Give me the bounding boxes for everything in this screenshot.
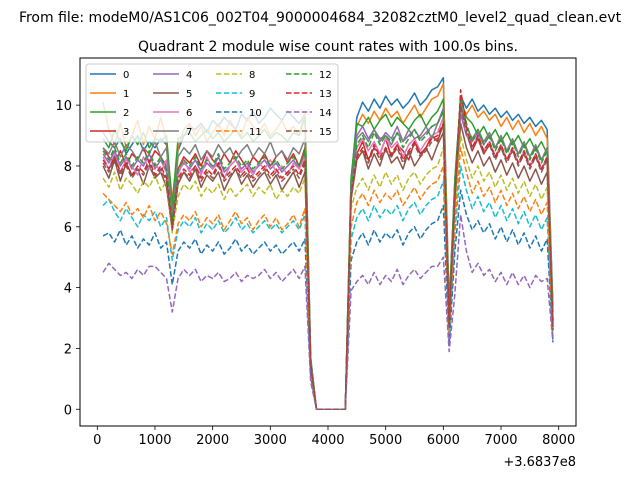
legend-label-8: 8 bbox=[249, 70, 255, 81]
series-line-15 bbox=[102, 104, 554, 411]
x-tick-label: 4000 bbox=[311, 433, 344, 448]
legend-label-11: 11 bbox=[249, 127, 262, 138]
series-line-14 bbox=[102, 213, 554, 411]
legend-box bbox=[85, 63, 339, 143]
legend-label-5: 5 bbox=[186, 89, 192, 100]
x-tick-label: 5000 bbox=[369, 433, 402, 448]
legend-label-7: 7 bbox=[186, 127, 192, 138]
x-offset-label: +3.6837e8 bbox=[503, 455, 576, 470]
x-tick-label: 8000 bbox=[542, 433, 575, 448]
x-tick-label: 0 bbox=[93, 433, 101, 448]
series-line-12 bbox=[102, 95, 554, 411]
legend-label-10: 10 bbox=[249, 108, 262, 119]
y-axis: 0 2 4 6 8 10 bbox=[55, 99, 80, 418]
legend-label-2: 2 bbox=[123, 108, 129, 119]
legend-label-1: 1 bbox=[123, 89, 129, 100]
x-tick-label: 7000 bbox=[484, 433, 517, 448]
chart-title: Quadrant 2 module wise count rates with … bbox=[138, 39, 518, 55]
x-axis: 0 1000 2000 3000 4000 5000 6000 7000 8000 bbox=[93, 426, 575, 448]
legend-label-13: 13 bbox=[319, 89, 332, 100]
legend-label-3: 3 bbox=[123, 127, 129, 138]
y-tick-label: 10 bbox=[55, 99, 72, 114]
x-tick-label: 1000 bbox=[138, 433, 171, 448]
y-tick-label: 0 bbox=[64, 403, 72, 418]
legend-label-15: 15 bbox=[319, 127, 332, 138]
x-tick-label: 6000 bbox=[427, 433, 460, 448]
series-line-11 bbox=[102, 146, 554, 411]
x-tick-label: 3000 bbox=[254, 433, 287, 448]
y-tick-label: 6 bbox=[64, 221, 72, 236]
y-tick-label: 4 bbox=[64, 282, 72, 297]
legend-label-9: 9 bbox=[249, 89, 255, 100]
legend-label-14: 14 bbox=[319, 108, 332, 119]
x-tick-label: 2000 bbox=[196, 433, 229, 448]
y-tick-label: 2 bbox=[64, 342, 72, 357]
legend-label-0: 0 bbox=[123, 70, 129, 81]
legend-label-6: 6 bbox=[186, 108, 192, 119]
legend-label-12: 12 bbox=[319, 70, 332, 81]
y-tick-label: 8 bbox=[64, 160, 72, 175]
figure-suptitle: From file: modeM0/AS1C06_002T04_90000046… bbox=[19, 10, 622, 26]
legend-label-4: 4 bbox=[186, 70, 192, 81]
